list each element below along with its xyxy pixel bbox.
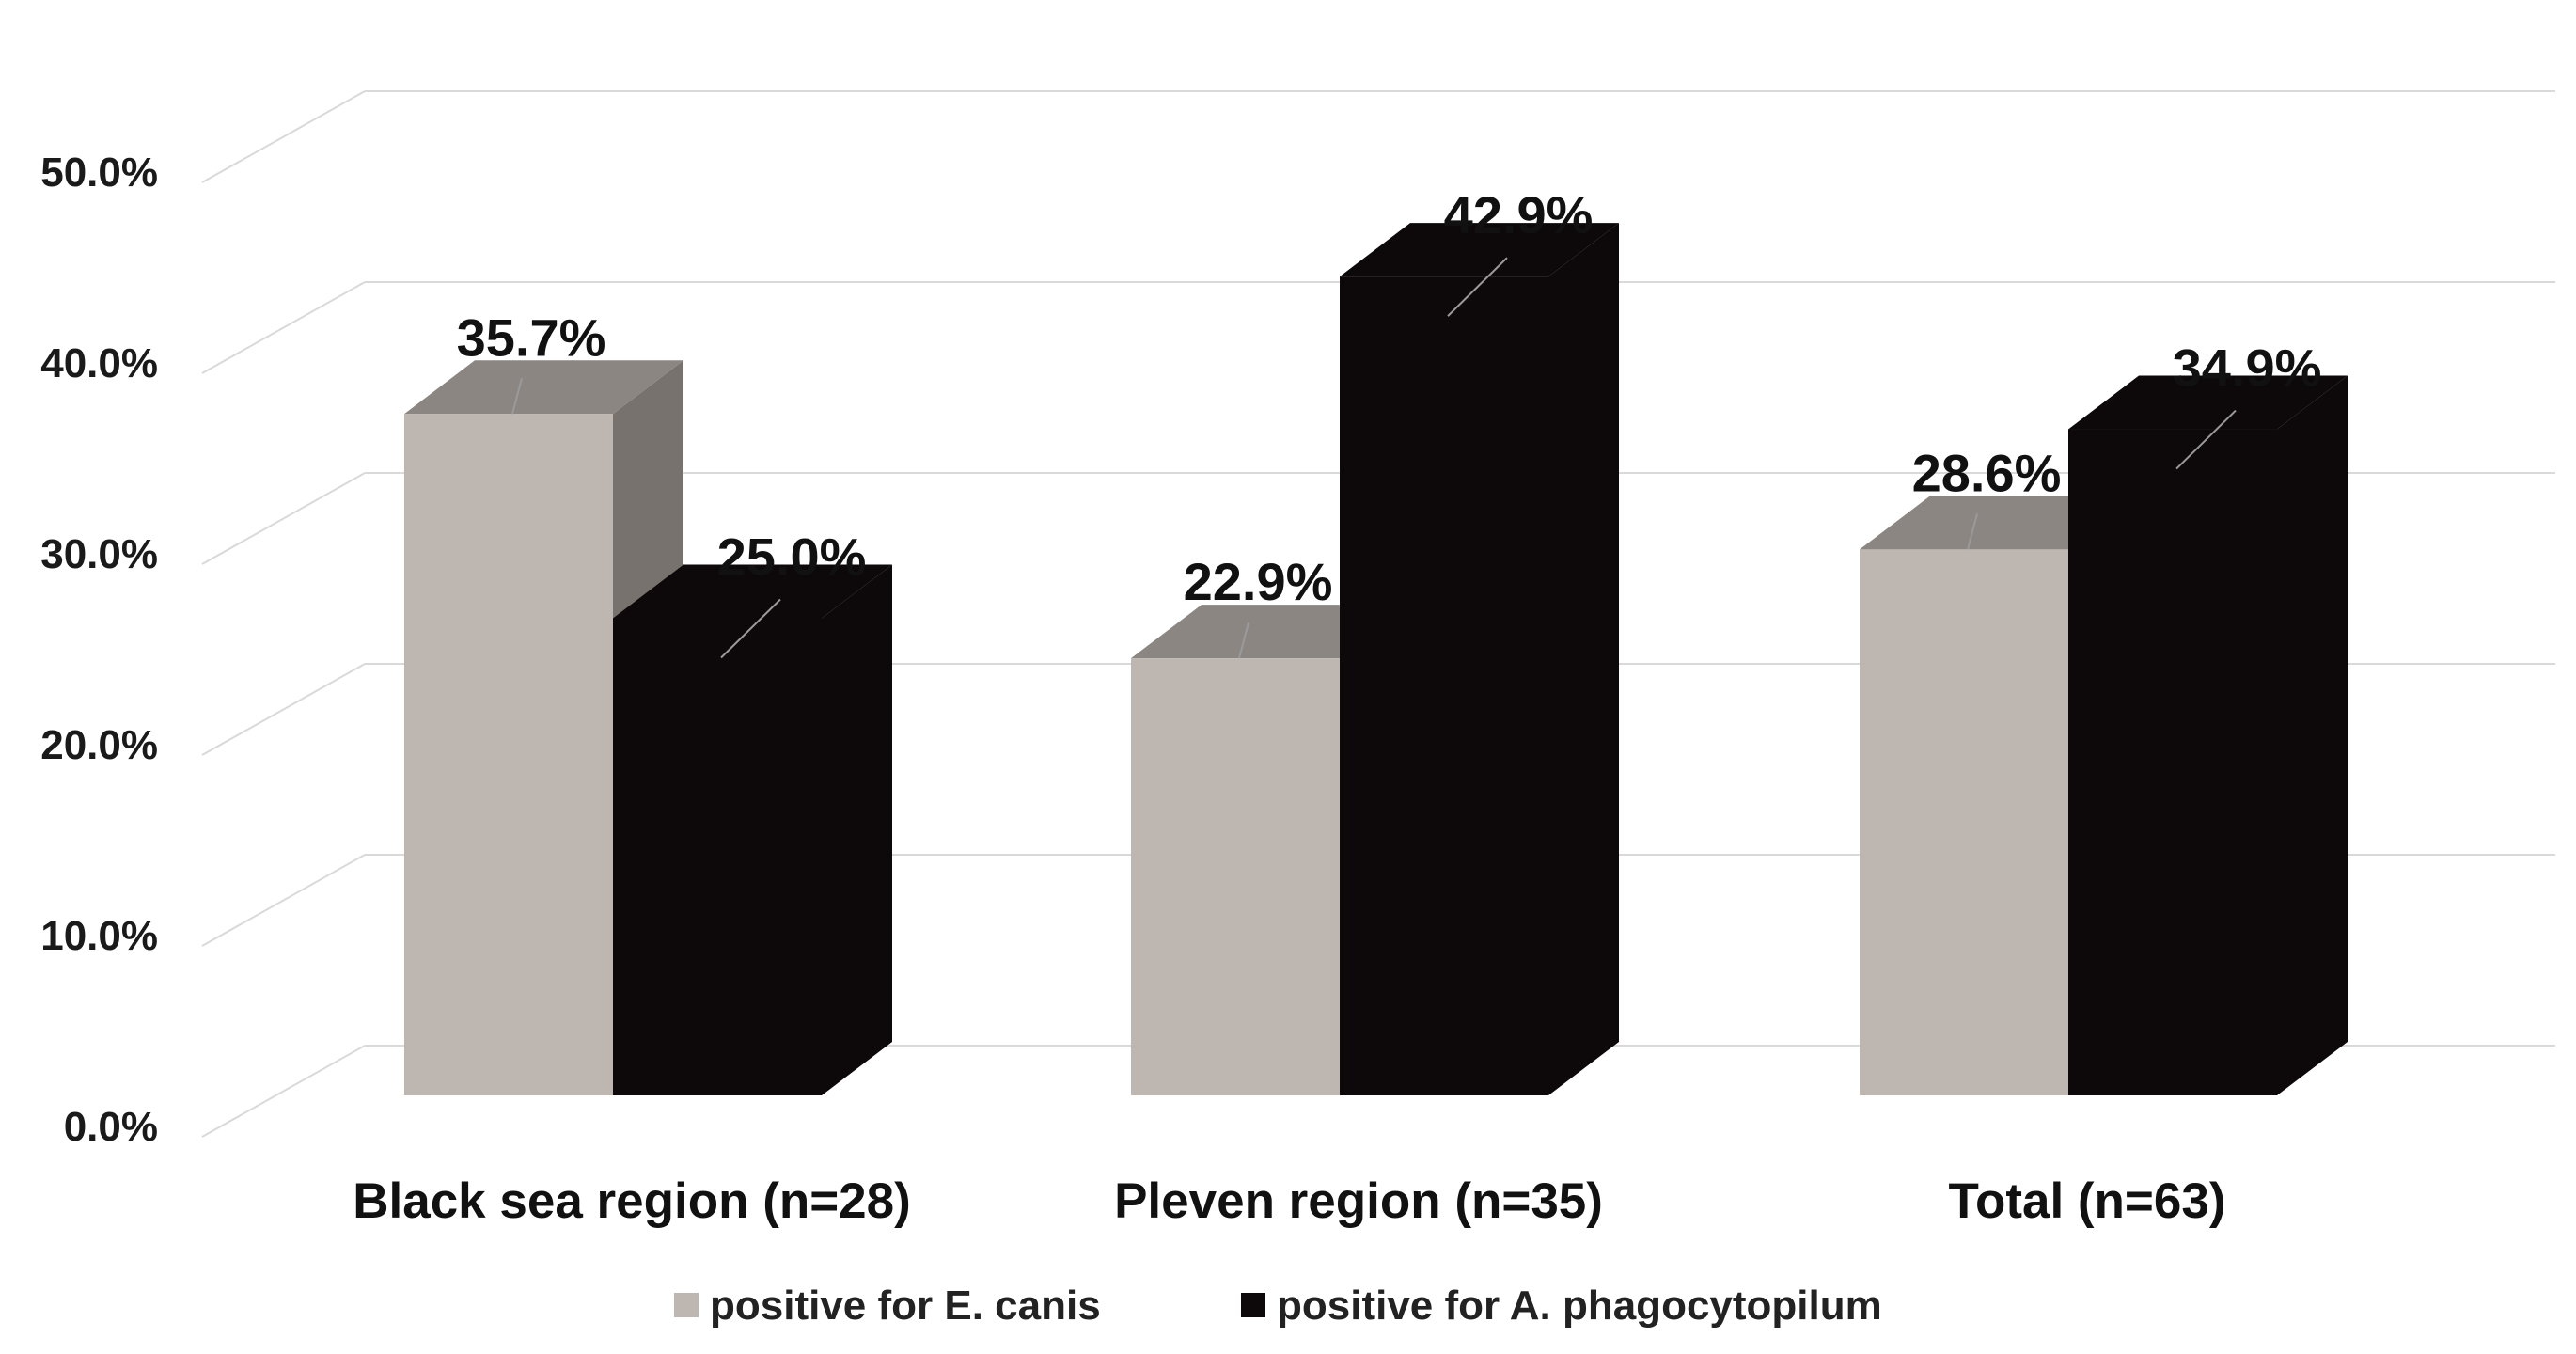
category-label: Pleven region (n=35) (1114, 1173, 1603, 1229)
data-label-leader (1238, 622, 1249, 659)
gridline-diagonal (201, 1045, 366, 1138)
y-tick-label: 40.0% (40, 340, 158, 386)
bars (404, 223, 2348, 1095)
y-tick-label: 10.0% (40, 913, 158, 959)
bar-front-face (404, 414, 613, 1095)
data-label-leader (511, 378, 523, 415)
bar-side-face (2277, 375, 2348, 1095)
legend: positive for E. canis positive for A. pha… (674, 1283, 1882, 1329)
legend-item: positive for A. phagocytopilum (1241, 1283, 1882, 1329)
bar-side-face (1548, 223, 1619, 1095)
category-label: Black sea region (n=28) (353, 1173, 911, 1229)
bar-front-face (2068, 429, 2277, 1095)
category-label: Total (n=63) (1949, 1173, 2226, 1229)
bar-front-face (1131, 658, 1340, 1095)
data-label: 35.7% (457, 307, 606, 367)
bar-a-phagocytopilum (1340, 223, 1619, 1095)
legend-label: positive for E. canis (710, 1283, 1101, 1329)
y-tick-label: 20.0% (40, 722, 158, 768)
data-label: 28.6% (1912, 443, 2062, 502)
y-axis-ticks: 0.0% 10.0% 20.0% 30.0% 40.0% 50.0% (40, 150, 158, 1150)
bar-a-phagocytopilum (613, 564, 892, 1095)
y-tick-label: 0.0% (64, 1104, 158, 1150)
data-label: 34.9% (2173, 338, 2322, 398)
gridline-diagonal (201, 472, 366, 565)
x-axis-categories: Black sea region (n=28) Pleven region (n=… (353, 1173, 2225, 1229)
bar-top-face (613, 564, 892, 619)
gridline-diagonal (201, 854, 366, 947)
data-label-leader (720, 598, 781, 659)
y-tick-label: 50.0% (40, 150, 158, 196)
data-label: 22.9% (1184, 552, 1333, 611)
gridline-diagonal (201, 90, 366, 183)
data-label-leader (1447, 257, 1508, 317)
gridline-diagonal (201, 281, 366, 374)
data-label: 25.0% (717, 527, 867, 587)
bar-top-face (2068, 375, 2348, 430)
gridline-diagonal (201, 663, 366, 756)
bar-front-face (613, 618, 822, 1095)
data-label-leader (1967, 513, 1978, 550)
bar-front-face (1340, 276, 1548, 1095)
y-tick-label: 30.0% (40, 531, 158, 577)
legend-swatch (674, 1293, 699, 1317)
legend-label: positive for A. phagocytopilum (1277, 1283, 1882, 1329)
bar-top-face (404, 360, 683, 415)
bar-top-face (1340, 223, 1619, 277)
data-label: 42.9% (1444, 185, 1594, 244)
data-label-leader (2175, 409, 2237, 470)
legend-item: positive for E. canis (674, 1283, 1101, 1329)
bar-side-face (822, 564, 892, 1095)
data-labels: 35.7% 25.0% 22.9% 42.9% 28.6% 34.9% (457, 185, 2322, 659)
bar-a-phagocytopilum (2068, 375, 2348, 1095)
legend-swatch (1241, 1293, 1265, 1317)
bar-front-face (1860, 549, 2068, 1095)
